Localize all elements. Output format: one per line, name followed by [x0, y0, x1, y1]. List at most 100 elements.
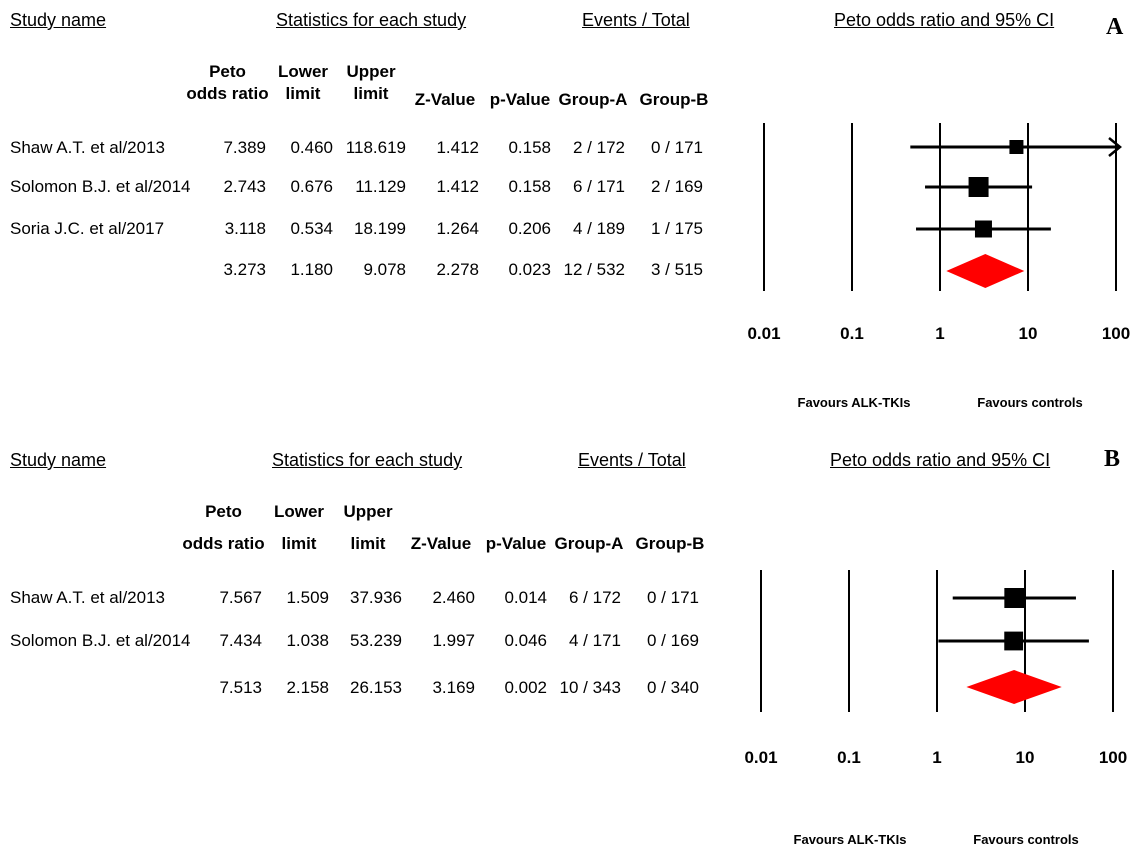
x-tick-label: 100	[1099, 748, 1127, 767]
col-header-or-line2: odds ratio	[182, 534, 265, 553]
z-value-cell: 1.412	[436, 177, 479, 196]
upper-limit-cell: 11.129	[355, 177, 406, 196]
ci-arrow	[1108, 137, 1122, 157]
pooled-group-a-cell: 10 / 343	[559, 678, 621, 697]
col-header-upper-line1: Upper	[346, 62, 396, 81]
study-name-header: Study name	[10, 10, 107, 30]
upper-limit-cell: 18.199	[354, 219, 406, 238]
study-name-cell: Shaw A.T. et al/2013	[10, 588, 165, 607]
forest-panel-a: Study name Statistics for each study Eve…	[10, 10, 1130, 410]
study-name-header: Study name	[10, 450, 107, 470]
upper-limit-cell: 118.619	[345, 138, 406, 157]
events-total-header: Events / Total	[582, 10, 690, 30]
group-b-cell: 0 / 169	[647, 631, 699, 650]
group-b-cell: 0 / 171	[651, 138, 703, 157]
pooled-diamond	[946, 254, 1025, 288]
group-a-cell: 2 / 172	[573, 138, 625, 157]
lower-limit-cell: 0.460	[290, 138, 333, 157]
group-b-cell: 2 / 169	[651, 177, 703, 196]
pooled-p-cell: 0.002	[504, 678, 547, 697]
p-value-cell: 0.158	[508, 138, 551, 157]
x-tick-label: 1	[935, 324, 944, 343]
panel-label: A	[1106, 14, 1124, 40]
or-cell: 7.434	[219, 631, 262, 650]
study-name-cell: Soria J.C. et al/2017	[10, 219, 165, 238]
or-cell: 3.118	[224, 219, 266, 238]
col-header-upper-line1: Upper	[343, 502, 393, 521]
upper-limit-cell: 37.936	[350, 588, 402, 607]
group-b-cell: 1 / 175	[651, 219, 703, 238]
pooled-or-cell: 7.513	[219, 678, 262, 697]
point-estimate-square	[968, 177, 989, 197]
col-header-or-line1: Peto	[205, 502, 242, 521]
col-header-p: p-Value	[485, 534, 547, 553]
group-a-cell: 4 / 189	[573, 219, 625, 238]
x-tick-label: 0.01	[747, 324, 780, 343]
study-name-cell: Shaw A.T. et al/2013	[10, 138, 165, 157]
study-name-cell: Solomon B.J. et al/2014	[10, 177, 191, 196]
plot-title: Peto odds ratio and 95% CI	[834, 10, 1055, 30]
plot-title: Peto odds ratio and 95% CI	[830, 450, 1051, 470]
p-value-cell: 0.206	[508, 219, 551, 238]
x-tick-label: 10	[1019, 324, 1038, 343]
x-tick-label: 0.01	[744, 748, 777, 767]
lower-limit-cell: 1.038	[286, 631, 329, 650]
favours-right-label: Favours controls	[973, 832, 1078, 847]
pooled-or-cell: 3.273	[223, 260, 266, 279]
col-header-group-b: Group-B	[639, 90, 709, 109]
x-tick-label: 0.1	[837, 748, 861, 767]
z-value-cell: 2.460	[432, 588, 475, 607]
pooled-z-cell: 3.169	[432, 678, 475, 697]
pooled-group-b-cell: 3 / 515	[651, 260, 703, 279]
group-a-cell: 6 / 171	[573, 177, 625, 196]
pooled-upper-cell: 9.078	[363, 260, 406, 279]
lower-limit-cell: 0.676	[290, 177, 333, 196]
x-tick-label: 0.1	[840, 324, 864, 343]
favours-left-label: Favours ALK-TKIs	[798, 395, 911, 410]
x-tick-label: 10	[1016, 748, 1035, 767]
col-header-group-b: Group-B	[635, 534, 705, 553]
col-header-upper-line2: limit	[353, 84, 389, 103]
p-value-cell: 0.014	[504, 588, 547, 607]
or-cell: 7.567	[219, 588, 262, 607]
forest-panel-b: Study name Statistics for each study Eve…	[0, 426, 1134, 852]
col-header-lower-line2: limit	[281, 534, 317, 553]
group-b-cell: 0 / 171	[647, 588, 699, 607]
forest-plot-b: 0.01 0.1 1 10 100 Favours ALK-TKIs Favours con…	[744, 570, 1127, 847]
col-header-or-line1: Peto	[209, 62, 246, 81]
panel-label: B	[1104, 446, 1121, 472]
p-value-cell: 0.158	[508, 177, 551, 196]
point-estimate-square	[1009, 140, 1024, 154]
col-header-lower-line2: limit	[285, 84, 321, 103]
col-header-z: Z-Value	[414, 90, 476, 109]
upper-limit-cell: 53.239	[350, 631, 402, 650]
lower-limit-cell: 0.534	[290, 219, 333, 238]
col-header-group-a: Group-A	[554, 534, 624, 553]
pooled-lower-cell: 2.158	[286, 678, 329, 697]
pooled-diamond	[966, 670, 1062, 704]
x-tick-label: 100	[1102, 324, 1130, 343]
pooled-group-b-cell: 0 / 340	[647, 678, 699, 697]
point-estimate-square	[974, 220, 992, 238]
pooled-upper-cell: 26.153	[350, 678, 402, 697]
point-estimate-square	[1004, 631, 1024, 651]
lower-limit-cell: 1.509	[286, 588, 329, 607]
or-cell: 2.743	[223, 177, 266, 196]
col-header-p: p-Value	[489, 90, 551, 109]
col-header-upper-line2: limit	[350, 534, 386, 553]
events-total-header: Events / Total	[578, 450, 686, 470]
pooled-lower-cell: 1.180	[290, 260, 333, 279]
favours-right-label: Favours controls	[977, 395, 1082, 410]
col-header-lower-line1: Lower	[277, 62, 329, 81]
point-estimate-square	[1004, 588, 1025, 608]
study-name-cell: Solomon B.J. et al/2014	[10, 631, 191, 650]
or-cell: 7.389	[223, 138, 266, 157]
z-value-cell: 1.997	[432, 631, 475, 650]
favours-left-label: Favours ALK-TKIs	[794, 832, 907, 847]
pooled-z-cell: 2.278	[436, 260, 479, 279]
statistics-header: Statistics for each study	[276, 10, 467, 30]
col-header-or-line2: odds ratio	[186, 84, 269, 103]
forest-plot-a: 0.01 0.1 1 10 100 Favours ALK-TKIs Favours con…	[747, 123, 1130, 410]
pooled-p-cell: 0.023	[508, 260, 551, 279]
statistics-header: Statistics for each study	[272, 450, 463, 470]
